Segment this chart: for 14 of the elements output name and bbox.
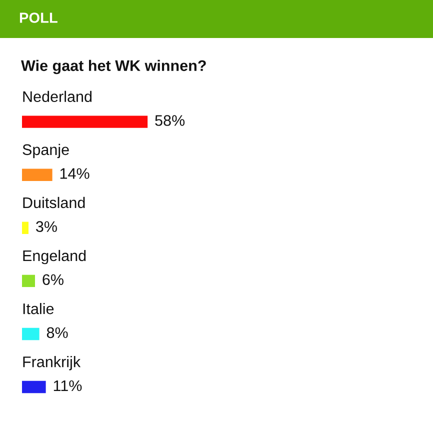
y-tick-label: Nederland xyxy=(23,90,92,102)
data-label: 58% xyxy=(155,115,185,126)
chart-subtitle: Wie gaat het WK winnen? xyxy=(21,60,206,74)
y-tick-label: Spanje xyxy=(22,144,69,158)
y-tick-label: Italie xyxy=(23,302,54,314)
chart-title: POLL xyxy=(20,12,58,23)
data-label: 3% xyxy=(36,221,57,232)
y-tick-label: Frankrijk xyxy=(23,356,81,370)
data-label: 6% xyxy=(42,274,64,286)
y-tick-label: Duitsland xyxy=(23,196,85,208)
data-label: 14% xyxy=(60,168,90,179)
data-label: 8% xyxy=(46,327,68,338)
data-label: 11% xyxy=(54,380,82,392)
y-tick-label: Engeland xyxy=(23,250,86,264)
